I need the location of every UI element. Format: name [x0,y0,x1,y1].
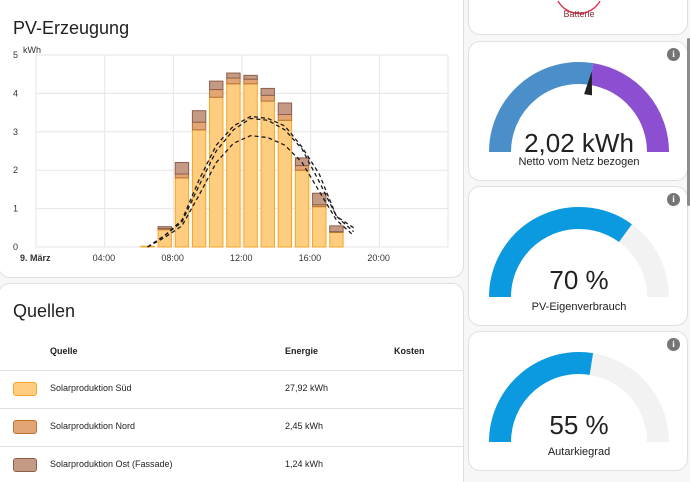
bar-sued [174,177,190,248]
x-tick-label: 08:00 [161,253,184,263]
gauge-arc-import [489,62,594,153]
bar-ost [260,87,275,96]
x-tick-label: 20:00 [367,253,390,263]
forecast-line [147,134,355,248]
source-energy: 1,24 kWh [285,459,324,469]
x-tick-label: 16:00 [299,253,322,263]
bar-nord [243,78,258,85]
scrollbar[interactable] [687,38,690,206]
forecast-line [147,115,354,248]
bar-ost [174,162,190,175]
sources-card: Quellen Quelle Energie Kosten Solarprodu… [0,283,464,482]
source-name: Solarproduktion Süd [50,383,132,393]
bar-sued [243,83,258,248]
source-energy: 27,92 kWh [285,383,329,393]
bar-sued [312,206,327,248]
battery-card[interactable]: Batterie [468,0,688,35]
pv-production-title: PV-Erzeugung [13,18,130,38]
column-header-source[interactable]: Quelle [50,346,78,356]
grid-net-gauge [489,62,669,153]
bar-ost [277,102,293,116]
bar-ost [312,192,327,206]
y-tick-label: 0 [13,242,18,252]
bar-sued [329,231,344,248]
y-tick-label: 2 [13,165,18,175]
info-icon[interactable]: i [667,48,680,61]
gauge-label: PV-Eigenverbrauch [531,301,627,313]
table-row[interactable]: Solarproduktion Süd 27,92 kWh [0,370,463,408]
bar-nord [174,173,190,179]
legend-swatch [13,458,37,472]
y-tick-label: 3 [13,127,18,137]
legend-swatch [13,382,37,396]
bar-ost [329,225,344,233]
info-icon[interactable]: i [667,338,680,351]
gauge-label: Netto vom Netz bezogen [518,156,640,168]
column-header-energy[interactable]: Energie [285,346,319,356]
self-consumption-gauge [489,207,669,298]
x-tick-label: 9. März [20,253,51,263]
gauge-needle [584,71,593,96]
y-tick-label: 1 [13,204,18,214]
bar-ost [226,72,241,79]
y-unit-label: kWh [23,45,41,55]
gauge-arc-export [589,63,669,153]
bar-nord [209,89,224,98]
table-row[interactable]: Solarproduktion Ost (Fassade) 1,24 kWh [0,446,463,482]
forecast-line [147,117,355,248]
bar-ost [157,226,172,230]
bar-ost [209,80,224,91]
column-header-cost[interactable]: Kosten [394,346,425,356]
sources-title: Quellen [13,301,76,321]
gauge-value: 2,02 kWh [524,128,634,158]
bar-sued [294,169,310,248]
pv-production-card: PV-Erzeugung 0 1 2 3 4 5 kWh 9. März 04:00 08:00 1… [0,0,464,278]
pv-production-chart[interactable]: 0 1 2 3 4 5 kWh 9. März 04:00 08:00 12:00 16:00 20:0… [0,0,465,279]
gauge-label: Autarkiegrad [547,446,611,458]
grid-net-gauge-card[interactable]: i 2,02 kWh Netto vom Netz bezogen [468,41,688,181]
bar-nord [260,94,275,102]
source-energy: 2,45 kWh [285,421,324,431]
y-tick-label: 5 [13,50,18,60]
bar-ost [243,74,258,80]
bar-ost [191,110,207,123]
x-tick-label: 04:00 [93,253,116,263]
bar-nord [191,121,207,131]
y-tick-label: 4 [13,88,18,98]
bar-sued [277,119,293,248]
source-name: Solarproduktion Ost (Fassade) [50,459,173,469]
battery-label: Batterie [563,9,595,19]
bar-nord [226,77,241,85]
gauge-value: 55 % [549,410,609,440]
bar-nord [277,114,293,121]
battery-circle-icon [557,0,601,15]
autarky-gauge [489,352,669,443]
bar-sued [191,129,207,248]
gauge-value: 70 % [549,265,609,295]
legend-swatch [13,420,37,434]
autarky-gauge-card[interactable]: i 55 % Autarkiegrad [468,331,688,471]
x-tick-label: 12:00 [230,253,253,263]
table-row[interactable]: Solarproduktion Nord 2,45 kWh [0,408,463,446]
bar-ost [294,157,310,167]
self-consumption-gauge-card[interactable]: i 70 % PV-Eigenverbrauch [468,186,688,326]
gauge-fill [489,207,632,298]
info-icon[interactable]: i [667,193,680,206]
gauge-fill [489,352,594,443]
bar-sued [226,83,241,248]
source-name: Solarproduktion Nord [50,421,136,431]
